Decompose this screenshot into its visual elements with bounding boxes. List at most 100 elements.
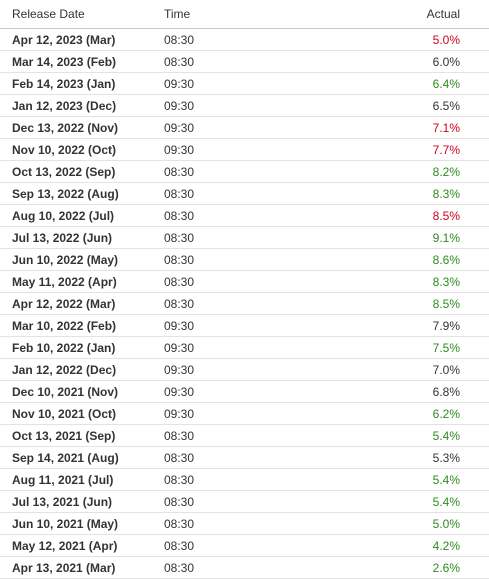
release-date-cell: Oct 13, 2021 (Sep) xyxy=(12,428,116,443)
release-date-cell: Sep 14, 2021 (Aug) xyxy=(12,450,119,465)
release-date-cell: Dec 10, 2021 (Nov) xyxy=(12,384,119,399)
actual-value-cell: 6.4% xyxy=(432,76,460,91)
time-cell: 09:30 xyxy=(164,120,195,135)
time-cell: 09:30 xyxy=(164,362,195,377)
time-cell: 09:30 xyxy=(164,384,195,399)
actual-value-cell: 9.1% xyxy=(432,230,460,245)
actual-value-cell: 6.5% xyxy=(432,98,460,113)
table-row: Apr 12, 2023 (Mar) 08:30 5.0% xyxy=(0,29,489,51)
release-date-cell: Apr 12, 2022 (Mar) xyxy=(12,296,116,311)
release-date-cell: Sep 13, 2022 (Aug) xyxy=(12,186,119,201)
time-cell: 08:30 xyxy=(164,296,195,311)
release-date-cell: May 11, 2022 (Apr) xyxy=(12,274,117,289)
time-cell: 09:30 xyxy=(164,98,195,113)
actual-value-cell: 8.2% xyxy=(432,164,460,179)
actual-value-cell: 5.0% xyxy=(432,516,460,531)
actual-value-cell: 8.3% xyxy=(432,186,460,201)
time-cell: 08:30 xyxy=(164,32,195,47)
time-cell: 08:30 xyxy=(164,164,195,179)
release-date-cell: Feb 14, 2023 (Jan) xyxy=(12,76,116,91)
actual-value-cell: 5.3% xyxy=(432,450,460,465)
release-date-cell: Oct 13, 2022 (Sep) xyxy=(12,164,116,179)
release-date-cell: Nov 10, 2022 (Oct) xyxy=(12,142,117,157)
actual-value-cell: 5.4% xyxy=(432,428,460,443)
actual-value-cell: 4.2% xyxy=(432,538,460,553)
actual-value-cell: 8.5% xyxy=(432,296,460,311)
table-header: Release Date Time Actual xyxy=(0,0,489,29)
column-header-actual[interactable]: Actual xyxy=(426,7,460,21)
column-header-time[interactable]: Time xyxy=(164,7,191,21)
table-row: Oct 13, 2021 (Sep) 08:30 5.4% xyxy=(0,425,489,447)
time-cell: 08:30 xyxy=(164,252,195,267)
table-row: Jun 10, 2021 (May) 08:30 5.0% xyxy=(0,513,489,535)
time-cell: 09:30 xyxy=(164,406,195,421)
actual-value-cell: 8.3% xyxy=(432,274,460,289)
table-row: Aug 11, 2021 (Jul) 08:30 5.4% xyxy=(0,469,489,491)
time-cell: 08:30 xyxy=(164,494,195,509)
time-cell: 08:30 xyxy=(164,472,195,487)
table-row: Jul 13, 2022 (Jun) 08:30 9.1% xyxy=(0,227,489,249)
table-row: Mar 10, 2022 (Feb) 09:30 7.9% xyxy=(0,315,489,337)
actual-value-cell: 7.7% xyxy=(432,142,460,157)
time-cell: 08:30 xyxy=(164,274,195,289)
actual-value-cell: 7.5% xyxy=(432,340,460,355)
release-date-cell: Jun 10, 2022 (May) xyxy=(12,252,119,267)
table-row: Jun 10, 2022 (May) 08:30 8.6% xyxy=(0,249,489,271)
table-row: Jul 13, 2021 (Jun) 08:30 5.4% xyxy=(0,491,489,513)
release-date-cell: Jan 12, 2022 (Dec) xyxy=(12,362,117,377)
table-row: Sep 14, 2021 (Aug) 08:30 5.3% xyxy=(0,447,489,469)
actual-value-cell: 5.4% xyxy=(432,472,460,487)
actual-value-cell: 7.1% xyxy=(432,120,460,135)
release-date-cell: Aug 10, 2022 (Jul) xyxy=(12,208,115,223)
release-date-cell: May 12, 2021 (Apr) xyxy=(12,538,118,553)
release-date-cell: Jan 12, 2023 (Dec) xyxy=(12,98,117,113)
actual-value-cell: 6.2% xyxy=(432,406,460,421)
table-row: May 11, 2022 (Apr) 08:30 8.3% xyxy=(0,271,489,293)
actual-value-cell: 5.4% xyxy=(432,494,460,509)
time-cell: 09:30 xyxy=(164,318,195,333)
release-date-cell: Mar 14, 2023 (Feb) xyxy=(12,54,117,69)
time-cell: 08:30 xyxy=(164,516,195,531)
release-date-cell: Mar 10, 2022 (Feb) xyxy=(12,318,117,333)
actual-value-cell: 2.6% xyxy=(432,560,460,575)
release-date-cell: Apr 12, 2023 (Mar) xyxy=(12,32,116,47)
time-cell: 09:30 xyxy=(164,340,195,355)
time-cell: 09:30 xyxy=(164,76,195,91)
actual-value-cell: 7.0% xyxy=(432,362,460,377)
time-cell: 08:30 xyxy=(164,428,195,443)
actual-value-cell: 8.5% xyxy=(432,208,460,223)
time-cell: 08:30 xyxy=(164,186,195,201)
actual-value-cell: 6.0% xyxy=(432,54,460,69)
release-date-cell: Feb 10, 2022 (Jan) xyxy=(12,340,116,355)
table-body: Apr 12, 2023 (Mar) 08:30 5.0% Mar 14, 2023 … xyxy=(0,29,489,579)
table-row: Nov 10, 2022 (Oct) 09:30 7.7% xyxy=(0,139,489,161)
table-row: Oct 13, 2022 (Sep) 08:30 8.2% xyxy=(0,161,489,183)
time-cell: 08:30 xyxy=(164,560,195,575)
table-row: Jan 12, 2022 (Dec) 09:30 7.0% xyxy=(0,359,489,381)
time-cell: 08:30 xyxy=(164,230,195,245)
release-date-cell: Aug 11, 2021 (Jul) xyxy=(12,472,114,487)
actual-value-cell: 8.6% xyxy=(432,252,460,267)
table-row: Feb 14, 2023 (Jan) 09:30 6.4% xyxy=(0,73,489,95)
table-row: Apr 12, 2022 (Mar) 08:30 8.5% xyxy=(0,293,489,315)
table-row: Dec 10, 2021 (Nov) 09:30 6.8% xyxy=(0,381,489,403)
time-cell: 08:30 xyxy=(164,208,195,223)
table-row: Dec 13, 2022 (Nov) 09:30 7.1% xyxy=(0,117,489,139)
actual-value-cell: 5.0% xyxy=(432,32,460,47)
release-date-cell: Apr 13, 2021 (Mar) xyxy=(12,560,116,575)
actual-value-cell: 6.8% xyxy=(432,384,460,399)
release-date-cell: Dec 13, 2022 (Nov) xyxy=(12,120,119,135)
table-row: Feb 10, 2022 (Jan) 09:30 7.5% xyxy=(0,337,489,359)
column-header-release-date[interactable]: Release Date xyxy=(12,7,85,21)
table-row: Sep 13, 2022 (Aug) 08:30 8.3% xyxy=(0,183,489,205)
time-cell: 08:30 xyxy=(164,538,195,553)
release-date-cell: Jul 13, 2022 (Jun) xyxy=(12,230,113,245)
table-row: Apr 13, 2021 (Mar) 08:30 2.6% xyxy=(0,557,489,579)
time-cell: 08:30 xyxy=(164,54,195,69)
release-date-cell: Nov 10, 2021 (Oct) xyxy=(12,406,117,421)
table-row: Nov 10, 2021 (Oct) 09:30 6.2% xyxy=(0,403,489,425)
time-cell: 09:30 xyxy=(164,142,195,157)
table-row: May 12, 2021 (Apr) 08:30 4.2% xyxy=(0,535,489,557)
release-date-cell: Jul 13, 2021 (Jun) xyxy=(12,494,113,509)
